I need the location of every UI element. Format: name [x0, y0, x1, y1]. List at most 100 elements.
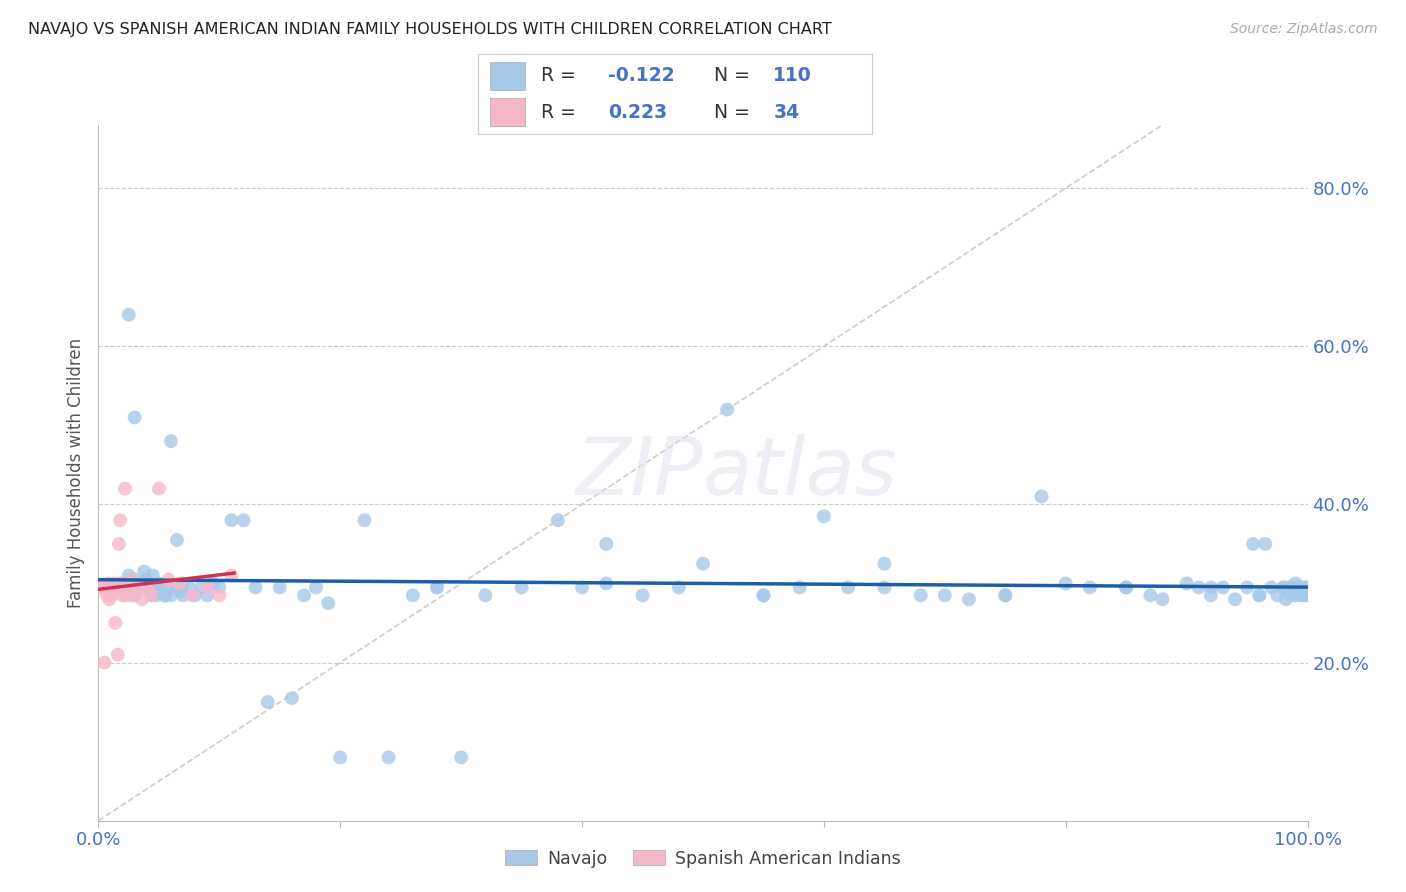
Point — [153, 588, 176, 602]
Point — [112, 576, 135, 591]
Point — [474, 588, 496, 602]
Point — [1249, 588, 1271, 602]
Point — [1212, 581, 1234, 595]
Point — [1249, 588, 1271, 602]
Text: ZIP: ZIP — [575, 434, 703, 512]
Point — [148, 581, 170, 595]
Point — [547, 513, 569, 527]
Point — [1115, 581, 1137, 595]
Point — [108, 537, 131, 551]
FancyBboxPatch shape — [489, 62, 526, 90]
Point — [127, 584, 149, 599]
Point — [169, 576, 191, 591]
Point — [100, 581, 122, 595]
Text: R =: R = — [541, 103, 576, 121]
Point — [1175, 576, 1198, 591]
Point — [120, 573, 142, 587]
Point — [93, 656, 115, 670]
Point — [256, 695, 278, 709]
Point — [118, 308, 141, 322]
Point — [145, 588, 167, 602]
Point — [221, 513, 243, 527]
Point — [377, 750, 399, 764]
Point — [1284, 576, 1306, 591]
Point — [134, 565, 156, 579]
Point — [135, 573, 157, 587]
Point — [1265, 588, 1288, 602]
Point — [595, 537, 617, 551]
Point — [195, 581, 218, 595]
Point — [195, 588, 218, 602]
Point — [104, 615, 127, 630]
Point — [114, 482, 136, 496]
Point — [1152, 592, 1174, 607]
Point — [595, 576, 617, 591]
Point — [124, 573, 146, 587]
Point — [316, 596, 339, 610]
Point — [910, 588, 932, 602]
Point — [135, 581, 157, 595]
Point — [108, 576, 131, 591]
Point — [208, 581, 231, 595]
Point — [1272, 581, 1295, 595]
Point — [450, 750, 472, 764]
Point — [329, 750, 352, 764]
Point — [692, 557, 714, 571]
Point — [131, 592, 153, 607]
Point — [142, 568, 165, 582]
Point — [177, 581, 201, 595]
Legend: Navajo, Spanish American Indians: Navajo, Spanish American Indians — [498, 843, 908, 874]
Point — [172, 588, 194, 602]
Point — [141, 588, 163, 602]
Point — [716, 402, 738, 417]
Point — [1277, 581, 1299, 595]
Point — [752, 588, 775, 602]
Point — [111, 588, 134, 602]
Point — [269, 581, 291, 595]
Point — [1291, 581, 1313, 595]
Point — [135, 581, 157, 595]
Point — [994, 588, 1017, 602]
Point — [166, 533, 188, 547]
Point — [105, 581, 128, 595]
Point — [202, 576, 225, 591]
Point — [1236, 581, 1258, 595]
Text: N =: N = — [714, 67, 751, 86]
Point — [142, 588, 165, 602]
Point — [172, 576, 194, 591]
Text: NAVAJO VS SPANISH AMERICAN INDIAN FAMILY HOUSEHOLDS WITH CHILDREN CORRELATION CH: NAVAJO VS SPANISH AMERICAN INDIAN FAMILY… — [28, 22, 832, 37]
Point — [114, 581, 136, 595]
Point — [1292, 588, 1315, 602]
Point — [245, 581, 267, 595]
Text: 34: 34 — [773, 103, 800, 121]
Point — [184, 588, 207, 602]
Point — [1241, 537, 1264, 551]
Point — [1188, 581, 1211, 595]
Point — [232, 513, 254, 527]
Point — [127, 581, 149, 595]
Point — [166, 581, 188, 595]
Point — [110, 581, 132, 595]
Point — [190, 581, 212, 595]
Point — [631, 588, 654, 602]
Point — [957, 592, 980, 607]
Text: Source: ZipAtlas.com: Source: ZipAtlas.com — [1230, 22, 1378, 37]
Point — [148, 576, 170, 591]
Point — [169, 584, 191, 599]
Point — [118, 568, 141, 582]
FancyBboxPatch shape — [489, 98, 526, 126]
Point — [157, 573, 180, 587]
Point — [1292, 581, 1315, 595]
Point — [1199, 581, 1222, 595]
Point — [103, 576, 125, 591]
Point — [100, 588, 122, 602]
Point — [107, 648, 129, 662]
Point — [1272, 581, 1295, 595]
Point — [91, 581, 114, 595]
Point — [426, 581, 449, 595]
Point — [121, 588, 143, 602]
Point — [1295, 581, 1317, 595]
Point — [281, 691, 304, 706]
Point — [1115, 581, 1137, 595]
Point — [873, 581, 896, 595]
